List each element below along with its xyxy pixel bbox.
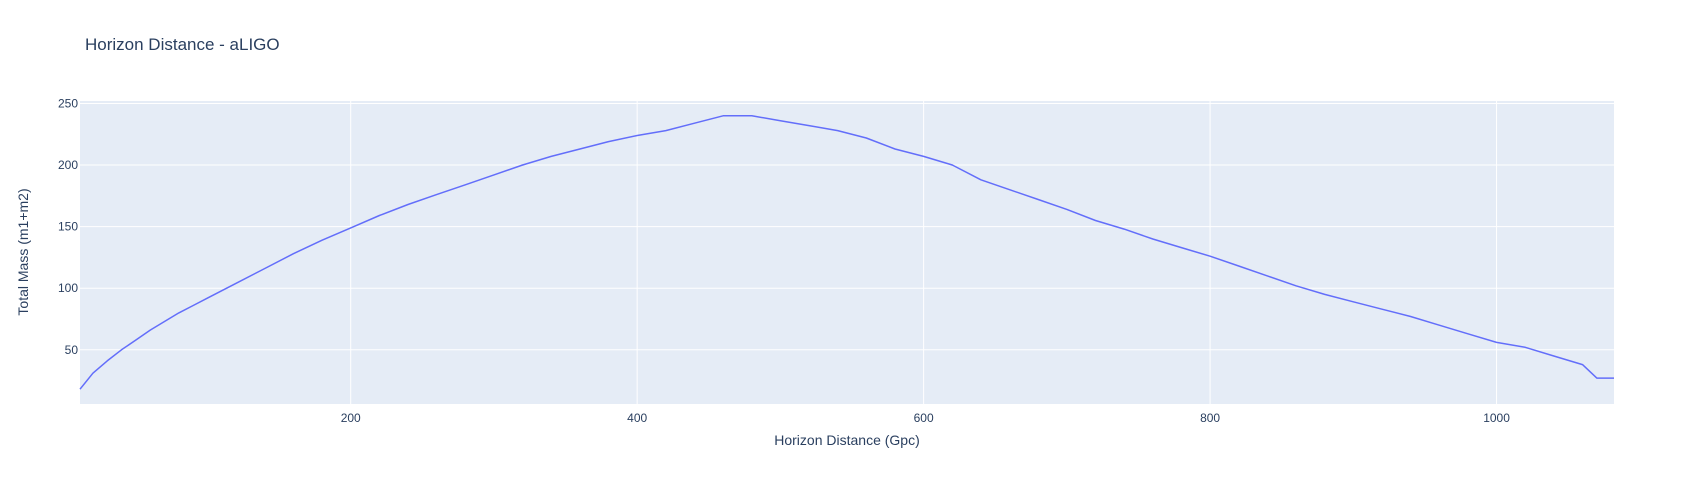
grid (80, 101, 1614, 404)
y-tick-label: 100 (58, 281, 78, 295)
x-axis-title: Horizon Distance (Gpc) (774, 432, 920, 448)
plot-area (80, 101, 1614, 404)
x-tick-label: 1000 (1483, 411, 1510, 425)
chart-title: Horizon Distance - aLIGO (85, 35, 280, 54)
x-tick-label: 200 (341, 411, 361, 425)
y-tick-label: 150 (58, 220, 78, 234)
series-line (79, 115, 1614, 390)
tick-labels: 200 400 600 800 1000 50 100 150 200 250 (58, 96, 1510, 425)
y-tick-label: 200 (58, 158, 78, 172)
y-tick-label: 50 (65, 343, 79, 357)
y-axis-title: Total Mass (m1+m2) (15, 188, 31, 315)
x-tick-label: 400 (627, 411, 647, 425)
y-tick-label: 250 (58, 96, 78, 110)
x-tick-label: 600 (914, 411, 934, 425)
x-tick-label: 800 (1200, 411, 1220, 425)
series-layer (79, 115, 1614, 390)
